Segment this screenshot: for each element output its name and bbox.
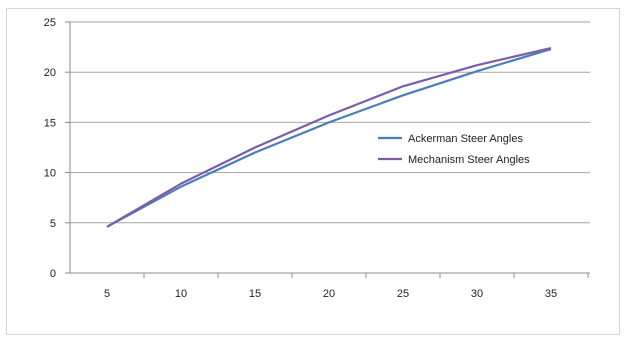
series-lines [106,47,552,228]
legend-label: Ackerman Steer Angles [408,133,523,145]
y-tick-label: 0 [50,268,56,280]
x-tick-label: 30 [471,288,483,300]
x-tick-label: 15 [249,288,261,300]
x-tick-label: 10 [175,288,187,300]
x-tick-label: 5 [104,288,110,300]
y-tick-label: 20 [44,67,56,79]
series-line-mechanism [106,47,552,228]
y-tick-labels: 0 5 10 15 20 25 [44,17,70,280]
y-tick-label: 10 [44,168,56,180]
legend: Ackerman Steer Angles Mechanism Steer Ang… [378,133,530,166]
y-tick-label: 5 [50,218,56,230]
x-tick-label: 35 [545,288,557,300]
axes [69,22,590,274]
gridlines [70,21,590,224]
y-tick-label: 25 [44,17,56,29]
x-tick-label: 25 [397,288,409,300]
legend-label: Mechanism Steer Angles [408,154,530,166]
y-tick-label: 15 [44,117,56,129]
chart-frame [6,8,620,335]
series-line-ackerman [106,48,552,228]
x-tick-label: 20 [323,288,335,300]
x-tick-labels: 5 10 15 20 25 30 35 [104,273,589,300]
